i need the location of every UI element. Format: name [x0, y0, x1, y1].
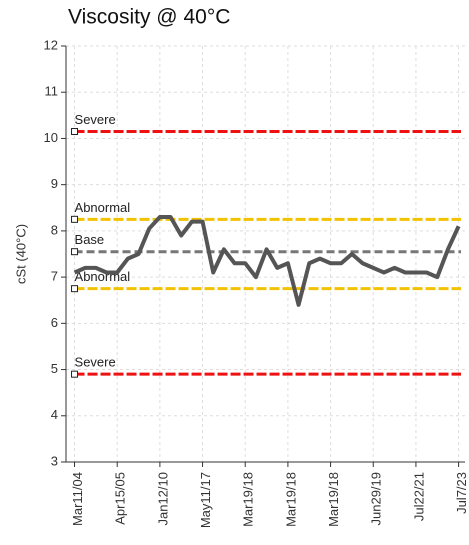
- x-tick-label: May11/17: [198, 472, 213, 528]
- y-tick-label: 5: [51, 361, 58, 376]
- reference-label: Base: [75, 232, 105, 247]
- reference-marker: [71, 128, 79, 136]
- chart-title: Viscosity @ 40°C: [68, 6, 230, 29]
- x-tick-label: Jun29/19: [369, 472, 384, 526]
- reference-marker: [71, 285, 79, 293]
- x-tick-label: Mar19/18: [326, 472, 341, 527]
- y-tick-label: 6: [51, 315, 58, 330]
- reference-marker: [71, 215, 79, 223]
- y-tick-label: 10: [44, 130, 58, 145]
- x-tick-label: Jan12/10: [155, 472, 170, 526]
- x-tick-label: Mar19/18: [241, 472, 256, 527]
- x-tick-label: Jul7/23: [454, 472, 469, 514]
- y-axis-label: cSt (40°C): [13, 224, 28, 284]
- y-tick-label: 8: [51, 222, 58, 237]
- y-tick-label: 4: [51, 407, 58, 422]
- x-tick-label: Mar19/18: [283, 472, 298, 527]
- y-tick-label: 7: [51, 269, 58, 284]
- x-tick-label: Jul22/21: [411, 472, 426, 521]
- y-tick-label: 3: [51, 453, 58, 468]
- x-tick-label: Mar11/04: [70, 472, 85, 526]
- reference-marker: [71, 248, 79, 256]
- reference-label: Severe: [75, 112, 116, 127]
- y-tick-label: 9: [51, 176, 58, 191]
- reference-label: Severe: [75, 355, 116, 370]
- y-tick-label: 12: [44, 37, 58, 52]
- x-tick-label: Apr15/05: [113, 472, 128, 525]
- data-line: [73, 215, 461, 307]
- reference-label: Abnormal: [75, 200, 131, 215]
- y-tick-label: 11: [45, 84, 59, 99]
- reference-marker: [71, 370, 79, 378]
